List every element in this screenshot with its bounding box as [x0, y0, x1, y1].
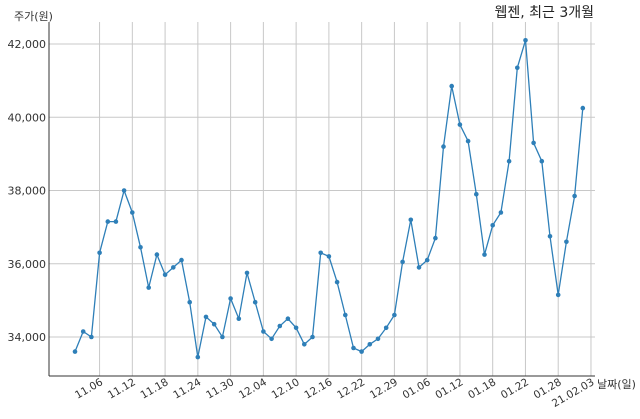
data-point — [580, 105, 586, 111]
data-point — [187, 299, 192, 305]
data-point — [441, 144, 446, 149]
x-tick-label: 01.06 — [401, 376, 433, 402]
x-tick-label: 11.12 — [106, 376, 138, 401]
y-tick-label: 36,000 — [8, 258, 47, 271]
data-point — [482, 252, 487, 257]
data-point — [523, 38, 528, 43]
data-point — [539, 158, 545, 164]
data-point — [326, 254, 332, 259]
x-tick-label: 11.24 — [171, 376, 203, 402]
data-point — [146, 285, 151, 290]
data-point — [515, 65, 520, 71]
data-point — [121, 188, 127, 193]
data-point — [244, 270, 250, 276]
data-point — [506, 158, 512, 164]
data-point — [211, 321, 217, 327]
data-point — [171, 265, 176, 270]
data-point — [351, 345, 356, 351]
y-tick-label: 40,000 — [8, 111, 47, 124]
data-point — [564, 239, 569, 245]
x-tick-label: 12.16 — [302, 376, 334, 402]
data-point — [555, 292, 561, 298]
x-tick-label: 12.29 — [368, 376, 400, 401]
data-point — [154, 252, 160, 257]
grid — [49, 22, 595, 376]
data-point — [195, 354, 201, 360]
data-point — [236, 316, 242, 322]
data-point — [416, 265, 422, 270]
data-point — [408, 217, 414, 223]
data-point — [457, 122, 463, 127]
data-point — [465, 138, 471, 144]
data-point — [343, 312, 348, 318]
price-points — [72, 38, 586, 360]
data-point — [572, 193, 577, 199]
data-point — [105, 219, 111, 224]
data-point — [89, 334, 94, 340]
x-tick-label: 11.06 — [73, 376, 105, 402]
data-point — [97, 250, 102, 256]
data-point — [179, 257, 184, 263]
data-point — [531, 140, 536, 146]
x-tick-label: 12.04 — [237, 376, 269, 402]
data-point — [375, 336, 381, 342]
data-point — [113, 219, 119, 224]
y-tick-label: 38,000 — [8, 185, 47, 198]
data-point — [318, 250, 324, 256]
data-point — [220, 334, 225, 340]
data-point — [490, 223, 496, 228]
data-point — [400, 259, 405, 265]
chart-title: 웹젠, 최근 3개월 — [494, 5, 594, 21]
data-point — [277, 323, 283, 329]
data-point — [547, 234, 553, 239]
data-point — [80, 329, 86, 334]
data-point — [293, 325, 299, 331]
data-point — [392, 312, 397, 318]
data-point — [203, 314, 209, 320]
data-point — [261, 329, 266, 334]
data-point — [228, 296, 233, 301]
data-point — [334, 279, 340, 285]
y-tick-labels: 34,000 36,000 38,000 40,000 42,000 — [8, 38, 47, 344]
data-point — [424, 257, 430, 263]
data-point — [72, 349, 78, 354]
x-tick-label: 01.12 — [433, 376, 465, 401]
x-tick-label: 12.22 — [335, 376, 367, 401]
x-tick-label: 11.18 — [139, 376, 171, 401]
data-point — [310, 334, 315, 340]
data-point — [359, 349, 364, 354]
data-point — [498, 210, 504, 215]
data-point — [302, 342, 307, 347]
y-axis-label: 주가(원) — [14, 10, 53, 23]
data-point — [474, 191, 479, 197]
data-point — [449, 83, 455, 89]
axes — [48, 22, 595, 377]
data-point — [269, 336, 274, 342]
x-tick-label: 11.30 — [204, 376, 236, 401]
data-point — [130, 210, 135, 215]
x-axis-label: 날짜(일) — [597, 377, 636, 391]
y-tick-label: 42,000 — [8, 38, 47, 51]
x-tick-label: 01.18 — [466, 376, 498, 401]
data-point — [383, 325, 389, 331]
data-point — [367, 342, 373, 347]
data-point — [162, 272, 168, 278]
x-tick-labels: 11.06 11.12 11.18 11.24 11.30 12.04 12.10 12.16… — [73, 376, 596, 410]
data-point — [285, 316, 291, 322]
data-point — [138, 245, 143, 250]
data-point — [433, 235, 438, 241]
data-point — [252, 299, 258, 305]
y-tick-label: 34,000 — [8, 331, 47, 344]
x-tick-label: 01.22 — [499, 376, 531, 401]
x-tick-label: 12.10 — [270, 376, 302, 401]
